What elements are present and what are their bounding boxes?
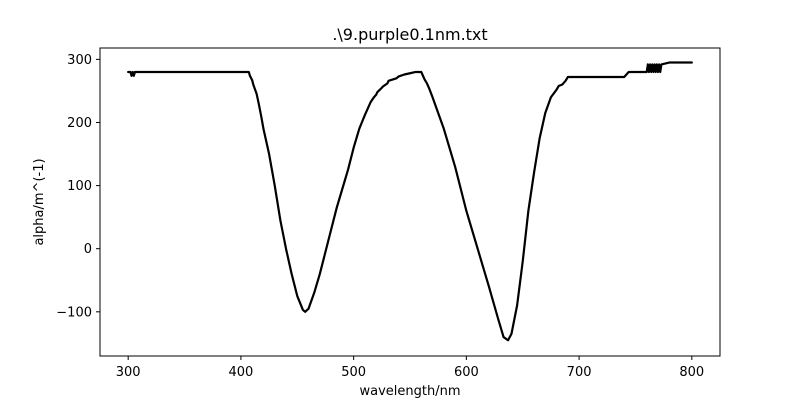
plot-area bbox=[100, 48, 720, 356]
x-tick-label: 400 bbox=[228, 365, 253, 380]
plot-frame bbox=[99, 47, 721, 357]
series-line bbox=[127, 61, 693, 342]
x-tick-label: 700 bbox=[567, 365, 592, 380]
series-layer bbox=[127, 61, 693, 342]
chart-title: .\9.purple0.1nm.txt bbox=[332, 25, 487, 44]
x-tick-label: 600 bbox=[454, 365, 479, 380]
y-tick-label: −100 bbox=[56, 305, 92, 320]
y-tick-label: 200 bbox=[67, 116, 92, 131]
y-tick-label: 100 bbox=[67, 179, 92, 194]
x-axis-label: wavelength/nm bbox=[359, 384, 460, 399]
x-tick-label: 500 bbox=[341, 365, 366, 380]
axis-ticks: 300 400 500 600 700 800 −100 0 100 200 300 bbox=[56, 53, 704, 380]
x-tick-label: 300 bbox=[116, 365, 141, 380]
y-axis-label: alpha/m^(-1) bbox=[32, 158, 47, 245]
y-tick-label: 0 bbox=[84, 242, 92, 257]
y-tick-label: 300 bbox=[67, 53, 92, 68]
x-tick-label: 800 bbox=[679, 365, 704, 380]
